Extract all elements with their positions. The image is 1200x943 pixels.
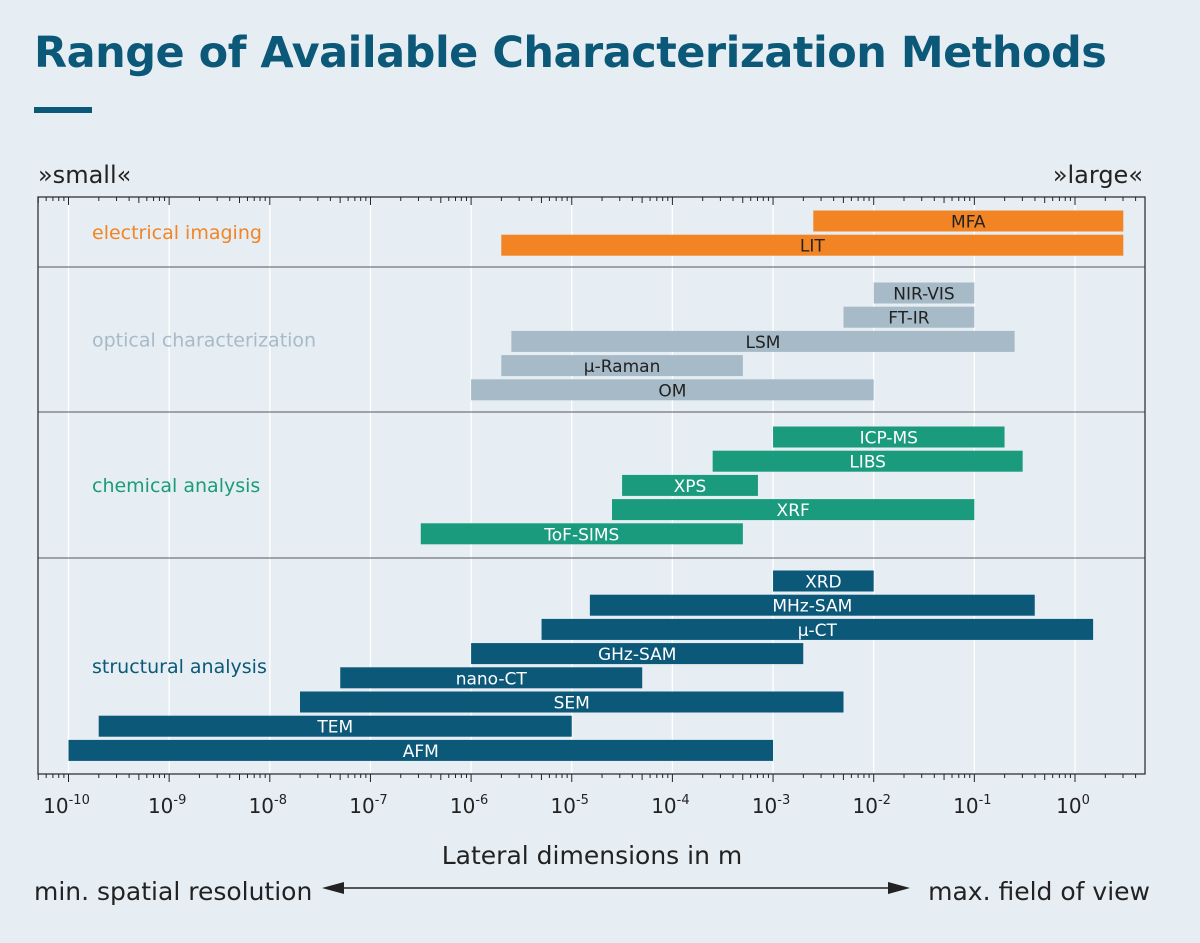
title-underline <box>34 107 92 113</box>
bar-label: µ-Raman <box>584 357 661 377</box>
tick-label: 100 <box>1056 793 1090 818</box>
tick-label: 10-9 <box>148 793 186 818</box>
bar <box>813 210 1124 232</box>
bar-label: nano-CT <box>456 669 528 689</box>
bar <box>98 715 572 737</box>
bar-label: LIBS <box>849 453 886 473</box>
bar <box>299 691 844 713</box>
bar-label: XRF <box>777 501 810 521</box>
bar-label: SEM <box>554 694 590 714</box>
bar-label: TEM <box>316 718 353 738</box>
bar-label: ICP-MS <box>860 429 918 449</box>
bar <box>589 594 1035 616</box>
bar <box>712 450 1023 472</box>
bar-label: MHz-SAM <box>772 597 852 617</box>
chart-frame <box>37 196 1146 775</box>
bar <box>511 330 1015 352</box>
tick-label: 10-10 <box>43 793 90 818</box>
bar <box>773 570 874 592</box>
bar <box>773 426 1005 448</box>
bar-label: ToF-SIMS <box>543 525 619 545</box>
bar <box>612 499 975 521</box>
arrow-right-head <box>888 882 910 894</box>
bars-layer: electrical imaging MFA LIT optical characte… <box>68 210 1124 762</box>
bar-label: LIT <box>800 237 825 257</box>
x-axis-label: Lateral dimensions in m <box>442 841 743 870</box>
bar-label: NIR-VIS <box>893 285 954 305</box>
bar <box>622 474 758 496</box>
large-label: »large« <box>1053 161 1143 189</box>
plot-frame <box>37 196 1146 775</box>
max-field-caption: max. field of view <box>928 877 1150 906</box>
group-label: structural analysis <box>92 656 267 678</box>
small-label: »small« <box>38 161 131 189</box>
min-resolution-caption: min. spatial resolution <box>34 877 312 906</box>
arrow-left-head <box>322 882 344 894</box>
tick-label: 10-4 <box>651 793 689 818</box>
group-label: optical characterization <box>92 330 316 352</box>
bar <box>501 355 743 377</box>
bar-label: FT-IR <box>888 309 929 329</box>
tick-label: 10-6 <box>450 793 488 818</box>
bar <box>471 643 804 665</box>
group-label: chemical analysis <box>92 475 260 497</box>
bar <box>843 306 975 328</box>
axis-ticks: 10-10 10-9 10-8 10-7 10-6 10-5 10-4 10-3 10-2 10-… <box>37 197 1137 818</box>
bar-label: LSM <box>746 333 781 353</box>
bar <box>501 234 1124 256</box>
tick-label: 10-5 <box>551 793 589 818</box>
bar <box>340 667 643 689</box>
bar <box>420 523 743 545</box>
bar <box>471 379 874 401</box>
bar-label: MFA <box>951 213 986 233</box>
bar-label: GHz-SAM <box>598 645 676 665</box>
tick-label: 10-1 <box>953 793 991 818</box>
bar-label: AFM <box>403 742 439 762</box>
bar-label: µ-CT <box>798 621 838 641</box>
bar <box>541 618 1094 640</box>
group-label: electrical imaging <box>92 222 262 244</box>
page-title: Range of Available Characterization Meth… <box>34 28 1107 78</box>
double-arrow <box>322 882 910 894</box>
bar <box>68 739 774 761</box>
tick-label: 10-8 <box>249 793 287 818</box>
bar <box>873 282 975 304</box>
bar-label: OM <box>658 381 686 401</box>
tick-label: 10-3 <box>752 793 790 818</box>
tick-label: 10-2 <box>852 793 890 818</box>
bar-label: XPS <box>674 477 707 497</box>
tick-label: 10-7 <box>349 793 387 818</box>
bar-label: XRD <box>805 573 842 593</box>
